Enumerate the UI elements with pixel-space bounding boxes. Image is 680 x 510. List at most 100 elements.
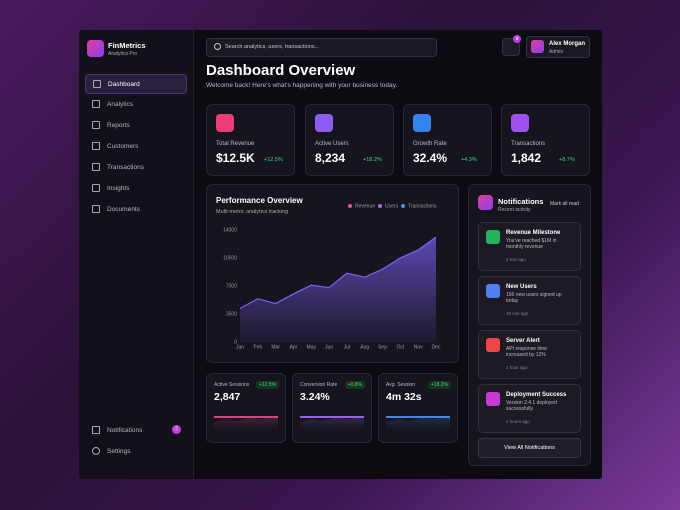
brand-tagline: Analytics Pro [108,51,138,57]
notif-subtitle: Recent activity [498,207,531,213]
metric-change: +12.5% [255,381,279,389]
metric-value: 4m 32s [386,391,422,403]
stat-card: Total Revenue $12.5K +12.5% [206,104,295,176]
stat-change: +12.5% [264,157,283,163]
sparkline [214,416,278,430]
metric-card: Conversion Rate +0.8% 3.24% [292,373,372,443]
metric-card: Active Sessions +12.5% 2,847 [206,373,286,443]
notif-icon [486,230,500,244]
metric-label: Conversion Rate [300,382,338,388]
stat-change: +18.2% [363,157,382,163]
page-title: Dashboard Overview [206,62,356,79]
metric-label: Avg. Session [386,382,416,388]
nav-label: Insights [107,184,130,192]
stat-value: 8,234 [315,151,346,165]
nav-item[interactable]: Transactions [85,158,185,176]
performance-card: Performance Overview Multi-metric analyt… [206,184,459,363]
notif-item[interactable]: Revenue Milestone You've reached $1M in m… [478,222,581,271]
stat-icon [413,114,431,132]
notif-icon [486,392,500,406]
metric-card: Avg. Session +18.2% 4m 32s [378,373,458,443]
metric-value: 2,847 [214,391,241,403]
notif-title: Server Alert [506,338,540,344]
user-card[interactable]: Alex Morgan Admin [526,36,590,58]
x-tick-label: Jun [325,344,333,350]
y-tick-label: 14000 [223,227,237,233]
page-subtitle: Welcome back! Here's what's happening wi… [206,82,398,89]
stat-icon [216,114,234,132]
chart-title: Performance Overview [216,196,303,205]
stat-label: Active Users [315,141,349,147]
legend-dot [348,204,352,208]
badge: 3 [513,35,521,43]
nav-item[interactable]: Settings [85,442,185,460]
nav-item[interactable]: Analytics [85,95,185,113]
mark-all[interactable]: Mark all read [550,201,579,207]
notif-title: New Users [506,284,537,290]
user-role: Admin [549,49,564,55]
stat-value: 1,842 [511,151,542,165]
nav-label: Customers [107,142,139,150]
area [240,237,436,342]
sparkline-line [386,416,450,418]
nav-item[interactable]: Reports [85,116,185,134]
notif-title: Revenue Milestone [506,230,561,236]
stat-label: Growth Rate [413,141,447,147]
x-tick-label: Oct [396,344,404,350]
notif-icon [486,284,500,298]
sparkline [386,416,450,430]
sparkline [300,416,364,430]
y-tick-label: 7000 [226,283,237,289]
view-all[interactable]: View All Notifications [478,438,581,458]
notif-item[interactable]: New Users 156 new users signed up today 15… [478,276,581,325]
nav-label: Notifications [107,426,143,434]
notif-time: 15 min ago [506,311,529,316]
notif-item[interactable]: Deployment Success Version 2.4.1 deployed… [478,384,581,433]
brand-name: FinMetrics [108,41,146,50]
nav-item[interactable]: Notifications 3 [85,421,185,439]
legend-label: Revenue [355,203,375,209]
notif-item[interactable]: Server Alert API response time increased … [478,330,581,379]
nav-item[interactable]: Documents [85,200,185,218]
notif-icon [478,195,493,210]
stat-icon [315,114,333,132]
stat-value: 32.4% [413,151,448,165]
nav-label: Analytics [107,100,134,108]
nav-item[interactable]: Dashboard [85,74,187,94]
stat-card: Growth Rate 32.4% +4.3% [403,104,492,176]
nav-label: Settings [107,447,131,455]
stat-label: Transactions [511,141,546,147]
search-placeholder: Search analytics, users, transactions... [225,44,320,50]
nav-label: Dashboard [108,80,140,88]
x-tick-label: Sep [378,344,387,350]
x-tick-label: May [307,344,317,350]
x-tick-label: Apr [290,344,298,350]
user-name: Alex Morgan [549,41,586,47]
notif-text: 156 new users signed up today [506,292,562,304]
stat-card: Active Users 8,234 +18.2% [305,104,394,176]
notif-time: 1 hour ago [506,365,528,370]
legend-label: Users [385,203,399,209]
stat-label: Total Revenue [216,141,255,147]
avatar [531,40,544,53]
chart: Revenue Users Transactions 0 3500 7000 10500 14… [223,203,441,350]
sidebar: FinMetrics Analytics Pro Notifications 3 … [79,30,194,479]
y-tick-label: 0 [234,339,237,345]
nav-label: Reports [107,121,130,129]
notif-title: Notifications [498,197,544,206]
x-tick-label: Jan [236,344,244,350]
sparkline-line [214,416,278,418]
search[interactable]: Search analytics, users, transactions... [206,38,437,57]
notif-time: 2 hours ago [506,419,530,424]
stat-icon [511,114,529,132]
stat-card: Transactions 1,842 +8.7% [501,104,590,176]
nav-item[interactable]: Customers [85,137,185,155]
legend-dot [401,204,406,208]
stat-value: $12.5K [216,151,255,165]
stat-change: +8.7% [559,157,575,163]
bell[interactable]: 3 [502,35,521,56]
metric-label: Active Sessions [214,382,250,388]
x-tick-label: Aug [360,344,369,350]
nav-item[interactable]: Insights [85,179,185,197]
